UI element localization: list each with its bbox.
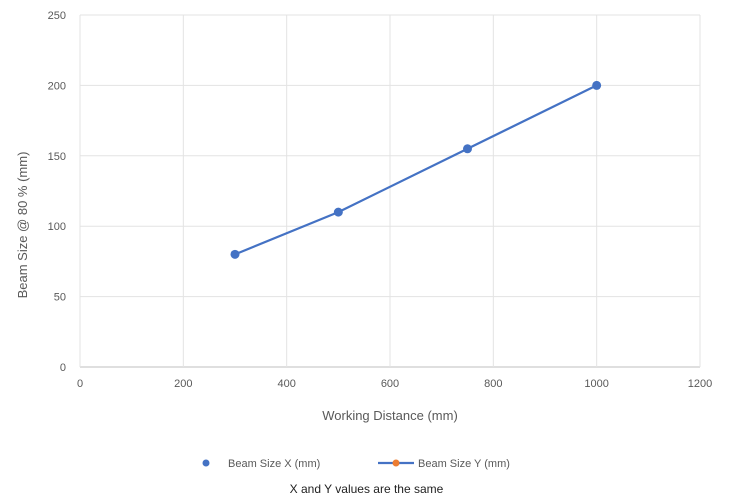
x-axis-title: Working Distance (mm) bbox=[322, 408, 458, 423]
x-tick-label: 0 bbox=[77, 378, 83, 390]
legend-marker-series-x bbox=[202, 459, 210, 467]
legend-label-series-x: Beam Size X (mm) bbox=[228, 458, 320, 470]
data-point bbox=[230, 249, 240, 259]
y-axis-ticks: 0 50 100 150 200 250 bbox=[48, 10, 66, 374]
grid-lines bbox=[79, 14, 701, 368]
x-tick-label: 200 bbox=[174, 378, 192, 390]
legend-marker-series-y bbox=[392, 459, 400, 467]
x-tick-label: 600 bbox=[381, 378, 399, 390]
y-axis-title: Beam Size @ 80 % (mm) bbox=[15, 152, 30, 299]
y-tick-label: 100 bbox=[48, 221, 66, 233]
data-point bbox=[592, 80, 602, 90]
legend-label-series-y: Beam Size Y (mm) bbox=[418, 458, 510, 470]
y-tick-label: 150 bbox=[48, 151, 66, 163]
y-tick-label: 0 bbox=[60, 362, 66, 374]
x-tick-label: 400 bbox=[277, 378, 295, 390]
x-tick-label: 1000 bbox=[584, 378, 608, 390]
data-point bbox=[463, 144, 472, 154]
y-tick-label: 250 bbox=[48, 10, 66, 22]
series-line bbox=[234, 84, 598, 256]
chart: 0 200 400 600 800 1000 1200 0 50 100 150 200 250 Wo… bbox=[15, 10, 712, 470]
x-tick-label: 800 bbox=[484, 378, 502, 390]
plot-area bbox=[230, 80, 602, 259]
legend: Beam Size X (mm) Beam Size Y (mm) bbox=[202, 458, 510, 470]
y-tick-label: 200 bbox=[48, 80, 66, 92]
y-tick-label: 50 bbox=[54, 292, 66, 304]
data-point bbox=[333, 207, 343, 217]
chart-caption: X and Y values are the same bbox=[289, 482, 444, 496]
x-axis-ticks: 0 200 400 600 800 1000 1200 bbox=[77, 378, 712, 390]
x-tick-label: 1200 bbox=[688, 378, 712, 390]
